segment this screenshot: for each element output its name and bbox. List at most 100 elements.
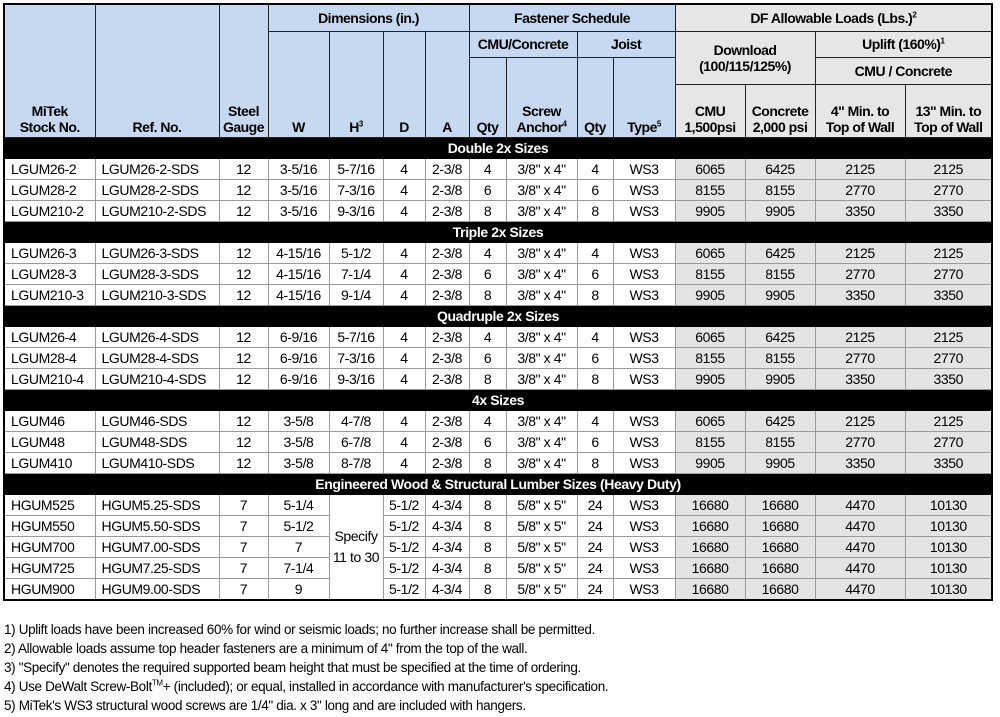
cell-a: 2-3/8 — [424, 199, 470, 222]
cell-uplift-4in: 2125 — [814, 409, 906, 432]
cell-joist-qty: 4 — [576, 325, 614, 348]
cell-joist-qty: 8 — [576, 283, 614, 306]
header-dimensions: Dimensions (in.) — [267, 3, 470, 32]
cell-gauge: 7 — [218, 577, 269, 600]
cell-ref-no: LGUM26-4-SDS — [94, 325, 220, 348]
cell-a: 2-3/8 — [424, 262, 470, 285]
cell-gauge: 12 — [218, 367, 269, 390]
cell-anchor-qty: 4 — [468, 325, 507, 348]
cell-joist-type: WS3 — [612, 409, 676, 432]
table-row: HGUM700 HGUM7.00-SDS 7 7 5-1/2 4-3/4 8 5/8" x 5… — [3, 535, 993, 558]
header-fastener-schedule: Fastener Schedule — [468, 3, 676, 32]
cell-download-cmu: 6065 — [674, 409, 746, 432]
cell-download-cmu: 16680 — [674, 514, 746, 537]
cell-download-cmu: 8155 — [674, 178, 746, 201]
cell-anchor-qty: 8 — [468, 367, 507, 390]
cell-anchor-qty: 8 — [468, 493, 507, 516]
section-title: Triple 2x Sizes — [3, 220, 993, 243]
cell-download-cmu: 6065 — [674, 157, 746, 180]
cell-d: 4 — [382, 283, 426, 306]
cell-h: 5-7/16 — [328, 325, 384, 348]
cell-screw-anchor: 5/8" x 5" — [505, 535, 578, 558]
cell-d: 5-1/2 — [382, 577, 426, 600]
cell-joist-type: WS3 — [612, 535, 676, 558]
header-cmu-1500psi: CMU 1,500psi — [674, 83, 746, 138]
cell-joist-qty: 8 — [576, 451, 614, 474]
footnote-5: 5) MiTek's WS3 structural wood screws ar… — [4, 698, 526, 713]
table-row: LGUM28-4 LGUM28-4-SDS 12 6-9/16 7-3/16 4 2-3/8… — [3, 346, 993, 369]
cell-h-specify: Specify 11 to 30 — [328, 493, 384, 600]
cell-joist-qty: 6 — [576, 262, 614, 285]
cell-a: 4-3/4 — [424, 514, 470, 537]
cell-ref-no: LGUM410-SDS — [94, 451, 220, 474]
cell-download-concrete: 8155 — [744, 262, 816, 285]
cell-h: 9-1/4 — [328, 283, 384, 306]
cell-anchor-qty: 8 — [468, 535, 507, 558]
cell-joist-type: WS3 — [612, 367, 676, 390]
cell-gauge: 12 — [218, 199, 269, 222]
cell-uplift-4in: 2125 — [814, 325, 906, 348]
cell-a: 2-3/8 — [424, 451, 470, 474]
cell-uplift-13in: 2770 — [904, 346, 993, 369]
cell-uplift-4in: 3350 — [814, 283, 906, 306]
cell-w: 9 — [267, 577, 330, 600]
cell-joist-qty: 24 — [576, 514, 614, 537]
cell-d: 4 — [382, 325, 426, 348]
cell-screw-anchor: 3/8" x 4" — [505, 367, 578, 390]
cell-uplift-4in: 2125 — [814, 241, 906, 264]
cell-screw-anchor: 5/8" x 5" — [505, 556, 578, 579]
cell-uplift-4in: 4470 — [814, 577, 906, 600]
cell-stock-no: LGUM48 — [3, 430, 96, 453]
section-header: 4x Sizes — [3, 388, 993, 411]
cell-w: 4-15/16 — [267, 241, 330, 264]
cell-stock-no: LGUM28-3 — [3, 262, 96, 285]
cell-screw-anchor: 3/8" x 4" — [505, 178, 578, 201]
cell-h: 8-7/8 — [328, 451, 384, 474]
section-title: Engineered Wood & Structural Lumber Size… — [3, 472, 993, 495]
footnote-4: 4) Use DeWalt Screw-BoltTM+ (included); … — [4, 678, 609, 694]
cell-anchor-qty: 8 — [468, 514, 507, 537]
cell-h: 5-7/16 — [328, 157, 384, 180]
cell-joist-type: WS3 — [612, 157, 676, 180]
cell-ref-no: LGUM26-2-SDS — [94, 157, 220, 180]
table-row: LGUM26-3 LGUM26-3-SDS 12 4-15/16 5-1/2 4 2-3/8… — [3, 241, 993, 264]
header-joist-qty: Qty — [576, 56, 614, 138]
cell-gauge: 12 — [218, 283, 269, 306]
cell-screw-anchor: 3/8" x 4" — [505, 199, 578, 222]
cell-w: 3-5/8 — [267, 430, 330, 453]
header-screw-anchor: Screw Anchor4 — [505, 56, 578, 138]
cell-joist-qty: 8 — [576, 367, 614, 390]
cell-ref-no: LGUM46-SDS — [94, 409, 220, 432]
cell-download-concrete: 9905 — [744, 199, 816, 222]
cell-joist-qty: 24 — [576, 556, 614, 579]
table-row: HGUM525 HGUM5.25-SDS 7 5-1/4 Specify 11 to 3… — [3, 493, 993, 600]
cell-w: 3-5/16 — [267, 199, 330, 222]
cell-h: 7-3/16 — [328, 346, 384, 369]
cell-download-concrete: 9905 — [744, 451, 816, 474]
cell-uplift-13in: 2125 — [904, 325, 993, 348]
cell-uplift-4in: 4470 — [814, 535, 906, 558]
cell-uplift-13in: 3350 — [904, 283, 993, 306]
cell-uplift-4in: 3350 — [814, 451, 906, 474]
cell-stock-no: HGUM725 — [3, 556, 96, 579]
section-title: 4x Sizes — [3, 388, 993, 411]
footnote-2: 2) Allowable loads assume top header fas… — [4, 641, 528, 656]
section-title: Double 2x Sizes — [3, 136, 993, 159]
cell-stock-no: LGUM26-3 — [3, 241, 96, 264]
cell-gauge: 12 — [218, 178, 269, 201]
cell-download-concrete: 16680 — [744, 556, 816, 579]
header-anchor-qty: Qty — [468, 56, 507, 138]
cell-d: 4 — [382, 241, 426, 264]
cell-ref-no: LGUM48-SDS — [94, 430, 220, 453]
cell-stock-no: LGUM26-4 — [3, 325, 96, 348]
cell-joist-type: WS3 — [612, 493, 676, 516]
cell-a: 2-3/8 — [424, 157, 470, 180]
cell-joist-type: WS3 — [612, 325, 676, 348]
cell-joist-type: WS3 — [612, 283, 676, 306]
header-w: W — [267, 30, 330, 138]
cell-joist-type: WS3 — [612, 556, 676, 579]
cell-ref-no: LGUM210-4-SDS — [94, 367, 220, 390]
cell-uplift-13in: 10130 — [904, 514, 993, 537]
cell-anchor-qty: 6 — [468, 430, 507, 453]
header-steel-gauge: Steel Gauge — [218, 3, 269, 138]
